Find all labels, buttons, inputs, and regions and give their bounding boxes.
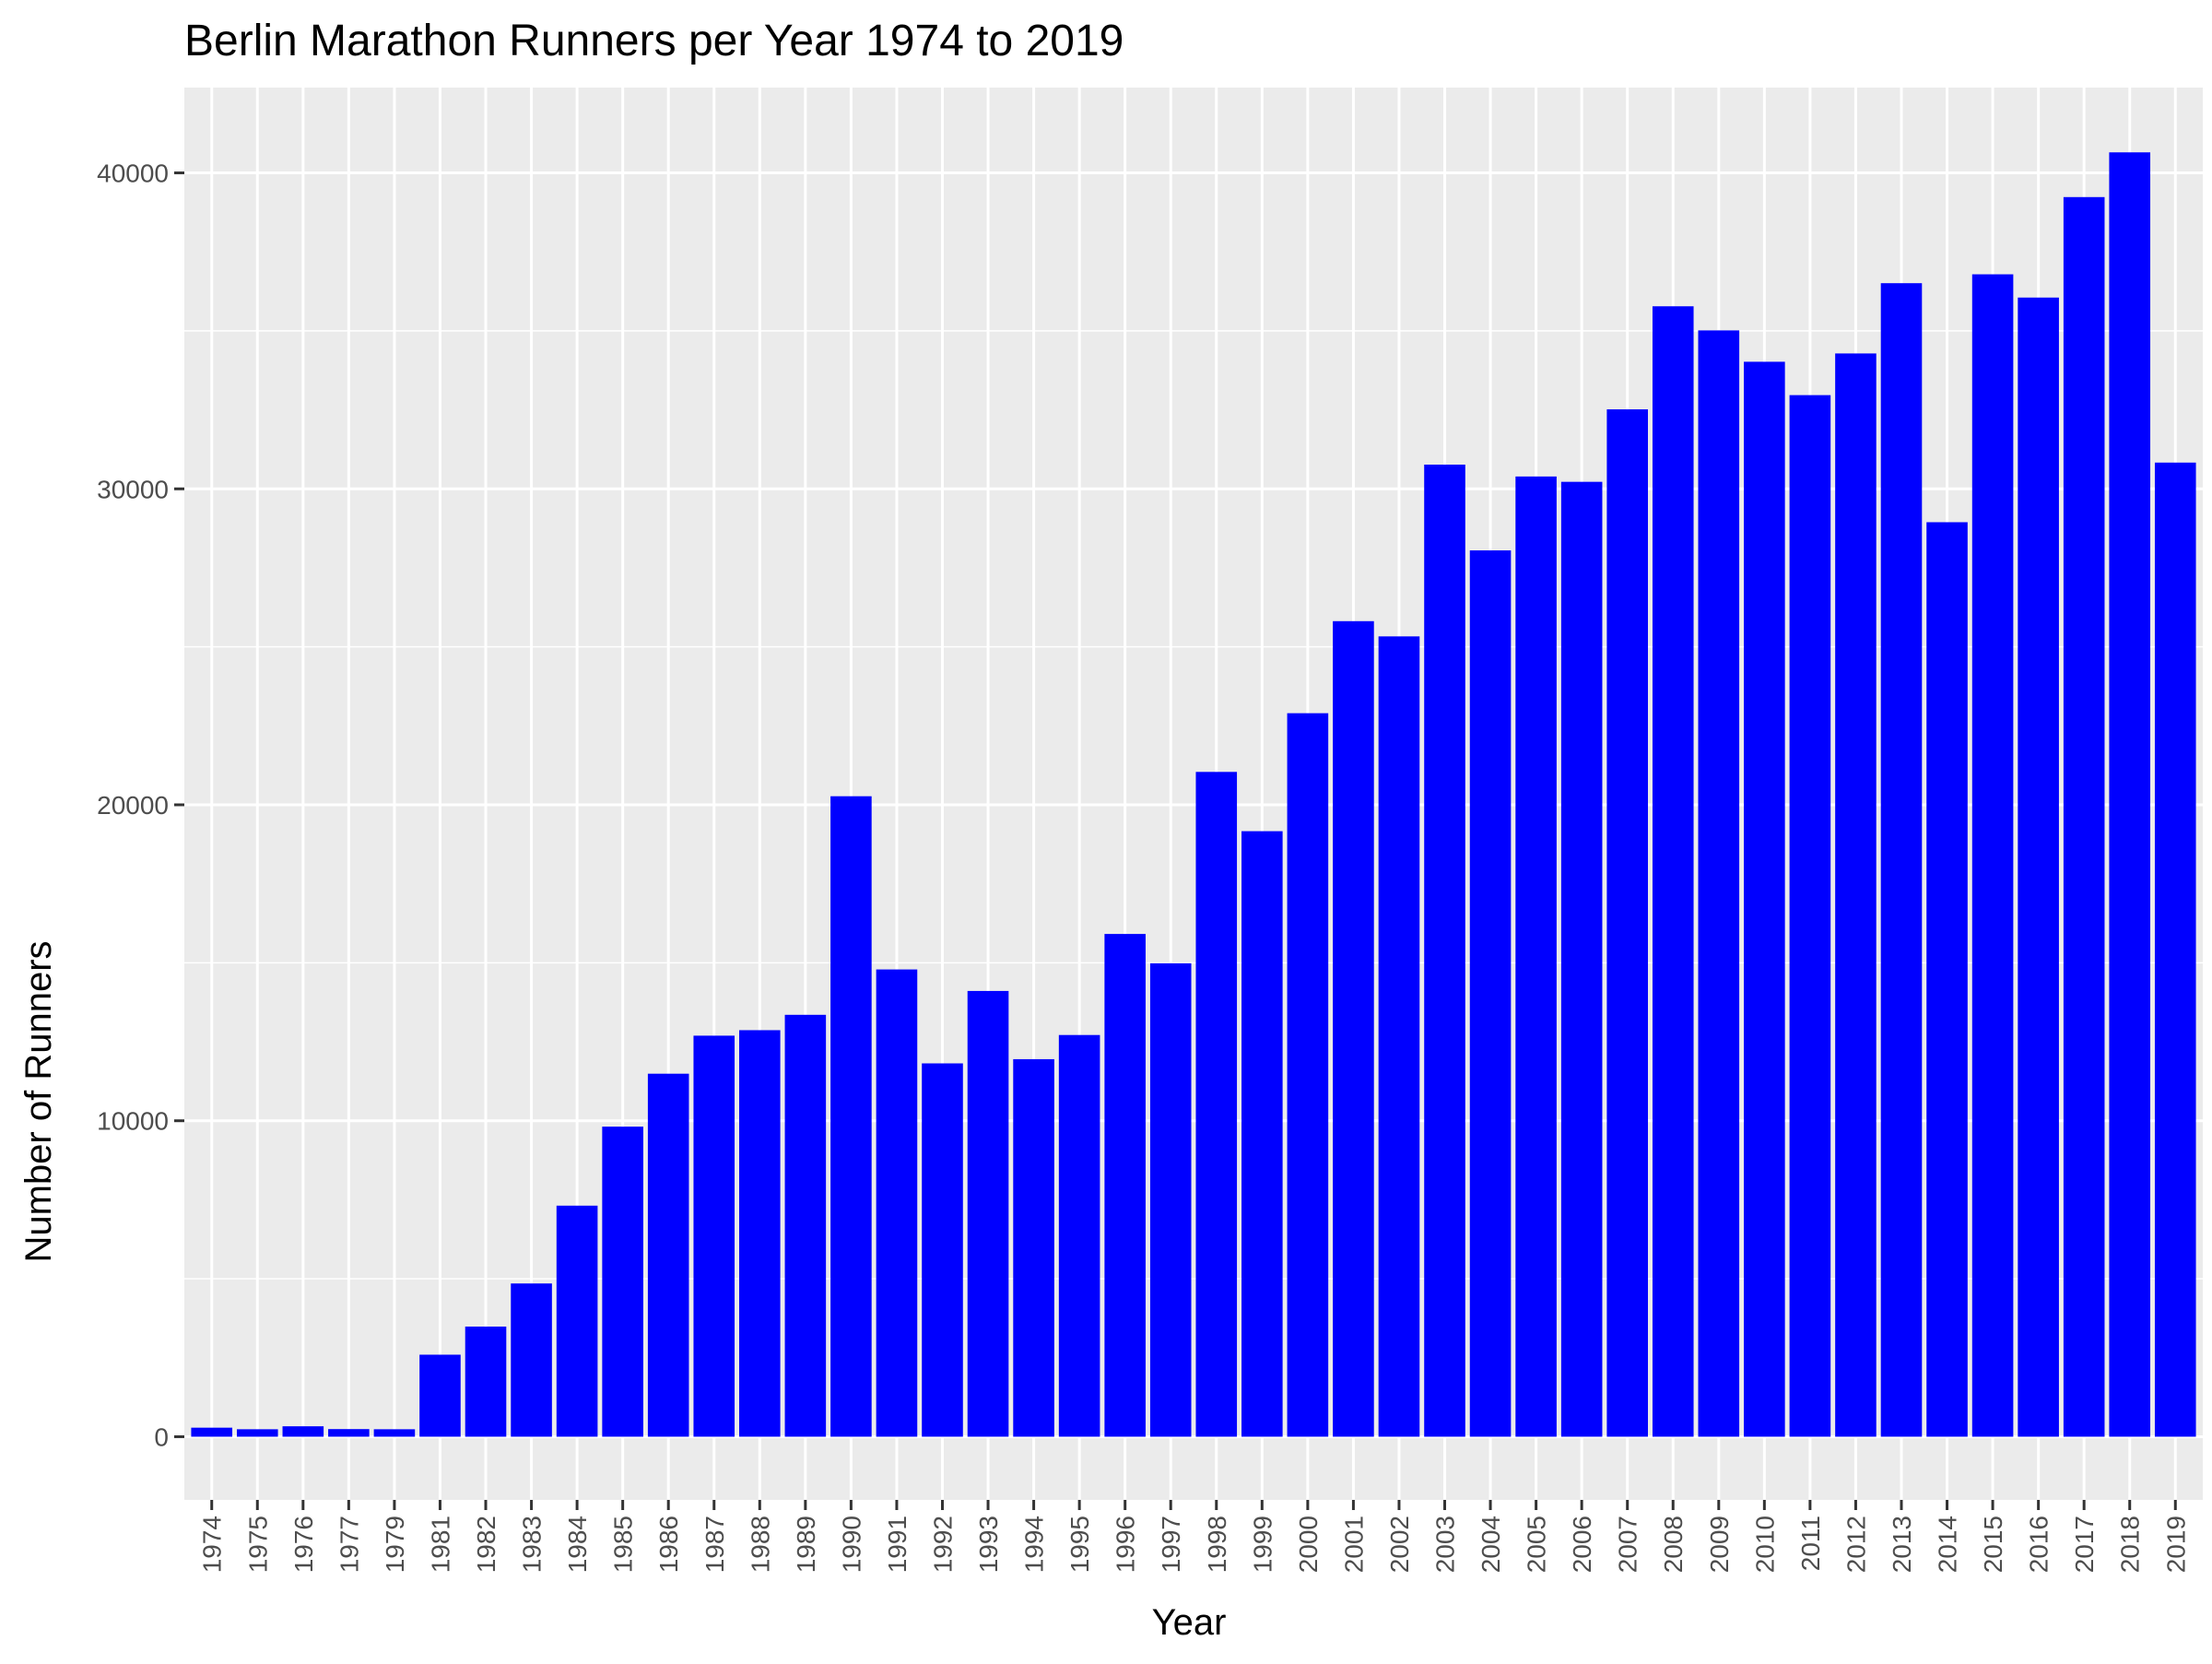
bar-2016 — [2018, 297, 2059, 1437]
bar-1997 — [1149, 962, 1192, 1437]
x-tick-label: 2015 — [1979, 1516, 2007, 1573]
y-tick-label: 20000 — [97, 791, 169, 820]
x-axis-title: Year — [1152, 1602, 1227, 1643]
x-tick-label: 2018 — [2116, 1516, 2145, 1573]
x-tick-label: 1999 — [1248, 1516, 1277, 1573]
bar-1976 — [282, 1426, 324, 1437]
x-tick-label: 2011 — [1796, 1516, 1825, 1571]
chart-title: Berlin Marathon Runners per Year 1974 to… — [184, 17, 1124, 65]
bar-1988 — [739, 1030, 781, 1437]
x-tick-label: 2005 — [1523, 1516, 1551, 1573]
bar-2002 — [1378, 636, 1420, 1437]
bar-1999 — [1241, 831, 1283, 1437]
bar-1984 — [556, 1205, 598, 1437]
x-tick-label: 1986 — [654, 1516, 683, 1573]
bar-2012 — [1835, 353, 1877, 1437]
x-tick-label: 1987 — [700, 1516, 729, 1573]
bar-1993 — [967, 990, 1009, 1437]
x-tick-label: 1989 — [792, 1516, 820, 1573]
bar-2008 — [1652, 306, 1694, 1437]
x-tick-label: 2003 — [1431, 1516, 1460, 1573]
bar-1994 — [1013, 1058, 1054, 1437]
bar-1996 — [1104, 934, 1146, 1437]
x-tick-label: 2000 — [1294, 1516, 1323, 1573]
x-tick-label: 1992 — [928, 1516, 957, 1573]
x-tick-label: 1975 — [243, 1516, 272, 1573]
y-tick-label: 0 — [154, 1422, 169, 1451]
bar-1998 — [1195, 772, 1238, 1437]
bar-2009 — [1698, 330, 1740, 1437]
x-tick-label: 1979 — [381, 1516, 409, 1573]
bar-1991 — [876, 969, 918, 1437]
x-tick-label: 2017 — [2070, 1516, 2099, 1573]
x-tick-label: 2006 — [1568, 1516, 1596, 1573]
x-tick-label: 1990 — [837, 1516, 865, 1573]
x-tick-label: 2007 — [1614, 1516, 1642, 1573]
y-tick-label: 10000 — [97, 1107, 169, 1136]
bar-1975 — [236, 1429, 278, 1437]
x-tick-label: 1984 — [563, 1516, 592, 1573]
y-tick-label: 40000 — [97, 159, 169, 188]
bar-2013 — [1880, 283, 1923, 1437]
bar-2010 — [1744, 361, 1785, 1437]
x-tick-label: 2012 — [1841, 1516, 1870, 1573]
x-tick-label: 1997 — [1157, 1516, 1185, 1573]
plot-area: 0 10000 20000 30000 40000 1974 1975 1976 1977 197… — [97, 88, 2203, 1573]
bar-1982 — [465, 1326, 507, 1437]
x-tick-label: 1977 — [335, 1516, 363, 1573]
x-tick-label: 1985 — [609, 1516, 638, 1573]
bar-2007 — [1606, 409, 1648, 1437]
x-tick-label: 1994 — [1020, 1516, 1049, 1573]
bar-1986 — [647, 1073, 689, 1437]
x-tick-label: 2008 — [1659, 1516, 1688, 1573]
x-tick-label: 1995 — [1065, 1516, 1094, 1573]
x-tick-label: 2001 — [1339, 1516, 1368, 1573]
x-tick-label: 2013 — [1888, 1516, 1916, 1573]
bar-1983 — [511, 1283, 552, 1437]
bar-1974 — [191, 1427, 233, 1437]
bar-1979 — [373, 1429, 416, 1437]
y-tick-label: 30000 — [97, 475, 169, 503]
bar-2005 — [1515, 476, 1557, 1437]
bar-2018 — [2109, 152, 2151, 1437]
bar-1989 — [784, 1014, 827, 1437]
x-tick-label: 1976 — [289, 1516, 318, 1573]
x-tick-label: 1998 — [1203, 1516, 1231, 1573]
bar-1992 — [922, 1063, 963, 1437]
bar-2003 — [1424, 464, 1465, 1437]
bar-2017 — [2063, 196, 2105, 1437]
x-tick-label: 2002 — [1385, 1516, 1414, 1573]
bar-1990 — [830, 796, 872, 1437]
x-tick-label: 1996 — [1112, 1516, 1140, 1573]
bar-1987 — [693, 1035, 735, 1437]
x-tick-label: 1981 — [426, 1516, 454, 1573]
x-tick-label: 2014 — [1934, 1516, 1962, 1573]
x-tick-label: 2016 — [2025, 1516, 2053, 1573]
x-tick-label: 1993 — [974, 1516, 1003, 1573]
x-tick-label: 2009 — [1705, 1516, 1734, 1573]
x-tick-label: 1982 — [472, 1516, 500, 1573]
bar-2015 — [1971, 274, 2014, 1437]
bar-2014 — [1926, 522, 1968, 1437]
bar-2006 — [1560, 481, 1603, 1437]
x-tick-label: 1988 — [746, 1516, 774, 1573]
x-tick-label: 1991 — [883, 1516, 912, 1573]
bar-1995 — [1058, 1034, 1100, 1437]
bar-2000 — [1287, 713, 1329, 1437]
x-tick-label: 2019 — [2161, 1516, 2190, 1573]
x-tick-label: 1974 — [198, 1516, 227, 1573]
x-tick-label: 1983 — [518, 1516, 547, 1573]
bar-2004 — [1469, 550, 1512, 1437]
bar-2001 — [1333, 620, 1374, 1437]
y-axis-title: Number of Runners — [18, 940, 59, 1262]
bar-2019 — [2154, 462, 2196, 1437]
bar-1981 — [419, 1354, 461, 1437]
bar-2011 — [1789, 395, 1831, 1437]
bar-1977 — [328, 1429, 370, 1437]
x-tick-label: 2004 — [1477, 1516, 1505, 1573]
x-tick-label: 2010 — [1750, 1516, 1779, 1573]
bar-1985 — [602, 1127, 643, 1437]
